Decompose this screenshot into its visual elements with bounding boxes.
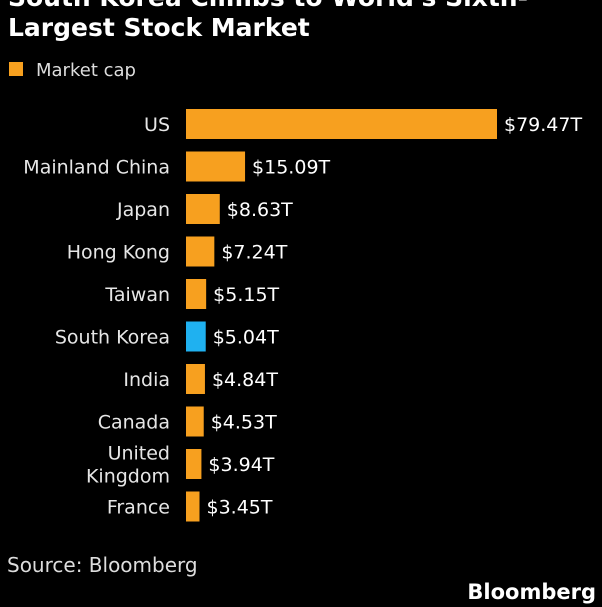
bar — [186, 194, 220, 224]
logo: Bloomberg — [467, 580, 596, 604]
bar — [186, 406, 204, 437]
legend-label: Market cap — [36, 60, 136, 81]
value-label: $5.15T — [213, 284, 279, 306]
value-label: $3.94T — [208, 454, 274, 476]
category-label: United Kingdom — [86, 443, 170, 488]
value-label: $15.09T — [252, 157, 330, 179]
bar — [186, 364, 205, 394]
category-label: US — [144, 114, 170, 136]
category-label: Hong Kong — [67, 242, 170, 264]
legend-swatch — [9, 62, 23, 76]
value-label: $79.47T — [504, 114, 582, 136]
category-label: Taiwan — [104, 284, 170, 306]
bar — [186, 279, 207, 309]
category-label: France — [107, 497, 170, 519]
value-label: $7.24T — [221, 242, 287, 264]
category-label: Japan — [116, 199, 170, 221]
value-label: $3.45T — [207, 497, 273, 519]
bar — [186, 321, 206, 352]
category-label: South Korea — [55, 327, 170, 349]
value-label: $4.53T — [211, 412, 277, 434]
bar — [186, 151, 246, 182]
chart-title: South Korea Climbs to World's Sixth-Larg… — [8, 0, 528, 42]
bar — [186, 491, 200, 522]
bar — [186, 449, 202, 479]
bar — [186, 109, 497, 139]
bar — [186, 236, 215, 267]
value-label: $4.84T — [212, 369, 278, 391]
category-label: Mainland China — [23, 157, 170, 179]
category-label: Canada — [98, 412, 170, 434]
value-label: $5.04T — [213, 327, 279, 349]
value-label: $8.63T — [227, 199, 293, 221]
category-label: India — [123, 369, 170, 391]
source: Source: Bloomberg — [7, 553, 198, 577]
